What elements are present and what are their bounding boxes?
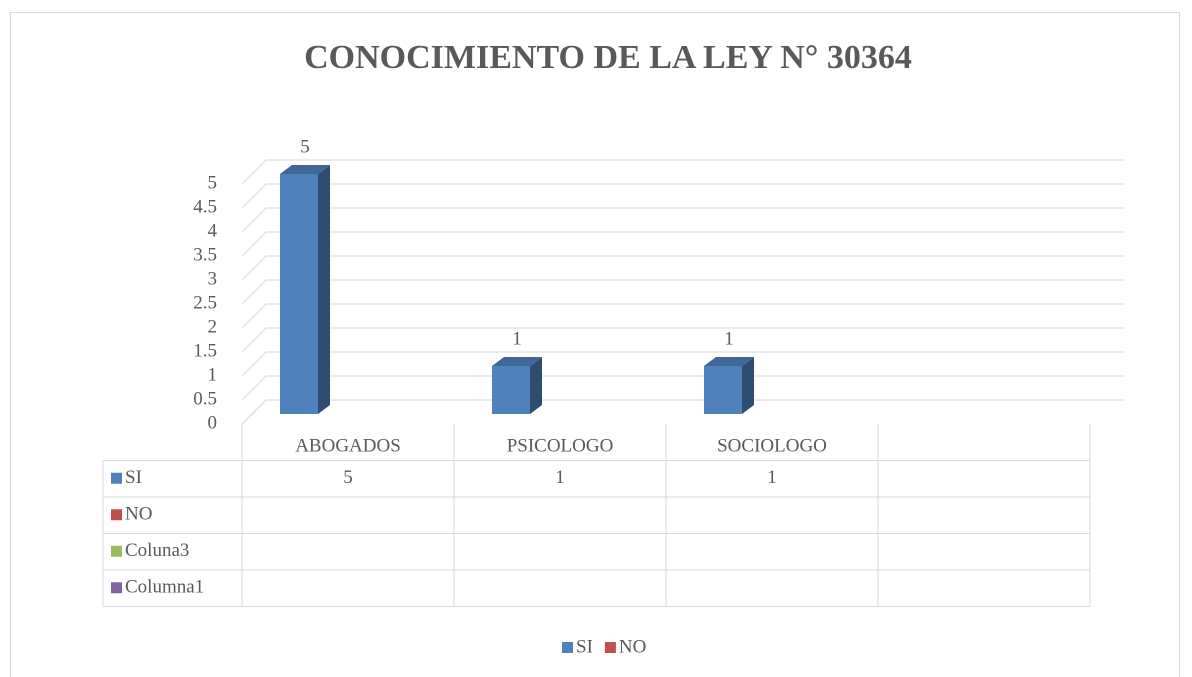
- y-tick-label: 0: [208, 412, 218, 433]
- y-tick-label: 4: [208, 220, 218, 241]
- y-tick-label: 3.5: [193, 244, 217, 265]
- legend-label: SI: [576, 636, 593, 657]
- floor-edge: [241, 399, 267, 425]
- bar: [280, 174, 318, 414]
- x-tick-label: ABOGADOS: [295, 436, 401, 457]
- legend-label: NO: [619, 636, 646, 657]
- data-label: 5: [300, 136, 310, 157]
- table-series-name: Coluna3: [125, 540, 189, 561]
- grid-line: [241, 207, 1125, 233]
- y-tick-label: 1.5: [193, 340, 217, 361]
- table-series-name: Columna1: [125, 577, 204, 598]
- grid-line: [241, 351, 1125, 377]
- table-cell: 5: [343, 467, 353, 488]
- bar-top: [704, 357, 754, 366]
- data-label: 1: [512, 328, 522, 349]
- grid-line: [241, 375, 1125, 401]
- chart-title: CONOCIMIENTO DE LA LEY N° 30364: [304, 39, 912, 76]
- table-series-name: SI: [125, 467, 142, 488]
- bar-side: [318, 165, 330, 414]
- table-series-name: NO: [125, 504, 152, 525]
- y-tick-label: 3: [208, 268, 218, 289]
- grid-line: [241, 279, 1125, 305]
- grid-line: [241, 159, 1125, 185]
- y-tick-label: 4.5: [193, 196, 217, 217]
- y-tick-label: 2: [208, 316, 218, 337]
- y-tick-label: 2.5: [193, 292, 217, 313]
- table-cell: 1: [767, 467, 777, 488]
- legend-key: [604, 642, 616, 653]
- grid-line: [241, 255, 1125, 281]
- legend-key: [562, 642, 573, 653]
- bar: [492, 366, 530, 414]
- x-tick-label: SOCIOLOGO: [717, 436, 827, 457]
- table-legend-key: [111, 509, 122, 521]
- x-tick-label: PSICOLOGO: [507, 436, 614, 457]
- table-legend-key: [111, 472, 122, 484]
- y-tick-label: 0.5: [193, 388, 217, 409]
- bar-side: [530, 357, 542, 414]
- grid-line: [241, 231, 1125, 257]
- chart-border: [10, 12, 1180, 677]
- data-label: 1: [724, 328, 734, 349]
- bar-top: [492, 357, 542, 366]
- y-tick-label: 1: [208, 364, 218, 385]
- bar-side: [742, 357, 754, 414]
- table-legend-key: [111, 582, 122, 594]
- table-legend-key: [111, 545, 122, 557]
- bar-top: [280, 165, 330, 174]
- bar: [704, 366, 742, 414]
- table-cell: 1: [555, 467, 565, 488]
- grid-line: [241, 303, 1125, 329]
- grid-line: [241, 183, 1125, 209]
- y-tick-label: 5: [208, 172, 218, 193]
- grid-line: [241, 327, 1125, 353]
